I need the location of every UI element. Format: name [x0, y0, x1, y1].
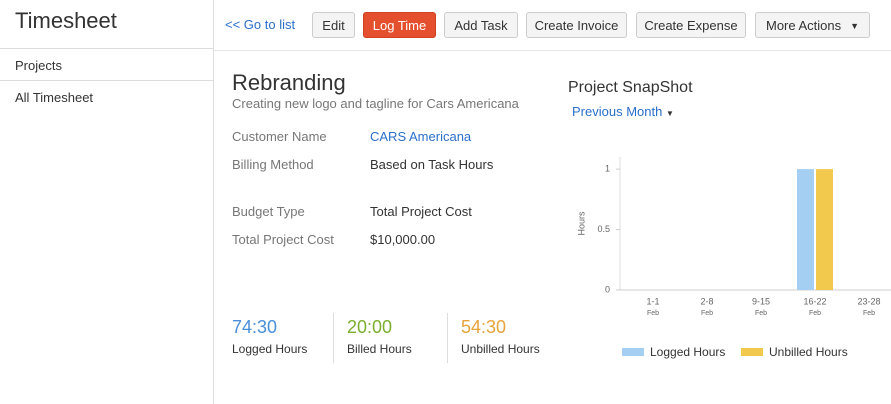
stat-value: 54:30 — [461, 317, 507, 337]
field-value: Based on Task Hours — [370, 157, 494, 172]
stat-value: 20:00 — [347, 317, 393, 337]
button[interactable]: Log Time — [363, 12, 436, 38]
button[interactable]: More Actions ▼ — [755, 12, 870, 38]
field-label: Customer Name — [232, 129, 327, 144]
x-tick-sublabel: Feb — [755, 310, 767, 317]
legend-label: Logged Hours — [650, 345, 725, 359]
legend-label: Unbilled Hours — [769, 345, 848, 359]
stat-label: Logged Hours — [232, 342, 308, 356]
divider — [333, 313, 334, 363]
nav-item[interactable]: All Timesheet — [15, 90, 94, 105]
x-tick-label: 23-28 — [857, 296, 880, 306]
bar — [797, 169, 814, 290]
project-description: Creating new logo and tagline for Cars A… — [232, 96, 519, 111]
divider — [0, 80, 213, 81]
nav-item[interactable]: Projects — [15, 58, 62, 73]
x-tick-sublabel: Feb — [809, 310, 821, 317]
x-tick-sublabel: Feb — [701, 310, 713, 317]
legend-swatch — [741, 348, 763, 356]
back-link[interactable]: << Go to list — [225, 17, 296, 32]
period-label: Previous Month — [572, 104, 663, 119]
button[interactable]: Add Task — [444, 12, 518, 38]
y-tick-label: 0 — [605, 284, 610, 294]
sidebar — [0, 0, 214, 404]
field-label: Budget Type — [232, 204, 305, 219]
chart: Hours 0 0.5 1 1-1 Feb 2-8 Feb 9-15 Feb 16-22 Feb 23-… — [576, 157, 891, 359]
field-label: Total Project Cost — [232, 232, 334, 247]
button[interactable]: Create Invoice — [526, 12, 627, 38]
caret: ▼ — [665, 109, 674, 118]
sidebar-title: Timesheet — [15, 8, 117, 33]
divider — [0, 48, 213, 49]
button[interactable]: Create Expense — [636, 12, 746, 38]
y-tick-label: 0.5 — [597, 224, 610, 234]
y-axis-label: Hours — [576, 211, 586, 236]
x-tick-label: 2-8 — [700, 296, 713, 306]
button-label: More Actions — [766, 18, 842, 33]
field-label: Billing Method — [232, 157, 314, 172]
bar — [816, 169, 833, 290]
project-name: Rebranding — [232, 70, 346, 95]
period-select[interactable]: Previous Month ▼ — [572, 104, 674, 119]
x-tick-sublabel: Feb — [863, 310, 875, 317]
caret: ▼ — [850, 21, 859, 31]
field-value: $10,000.00 — [370, 232, 436, 247]
x-tick-label: 16-22 — [803, 296, 826, 306]
stat-label: Unbilled Hours — [461, 342, 540, 356]
stat-label: Billed Hours — [347, 342, 412, 356]
stat-value: 74:30 — [232, 317, 278, 337]
x-tick-label: 1-1 — [646, 296, 659, 306]
field-value: Total Project Cost — [370, 204, 472, 219]
x-tick-sublabel: Feb — [647, 310, 659, 317]
divider — [447, 313, 448, 363]
button[interactable]: Edit — [312, 12, 355, 38]
snapshot-title: Project SnapShot — [568, 79, 693, 96]
legend-swatch — [622, 348, 644, 356]
x-tick-label: 9-15 — [752, 296, 770, 306]
y-tick-label: 1 — [605, 163, 610, 173]
field-value[interactable]: CARS Americana — [370, 129, 472, 144]
toolbar-border — [214, 50, 891, 51]
